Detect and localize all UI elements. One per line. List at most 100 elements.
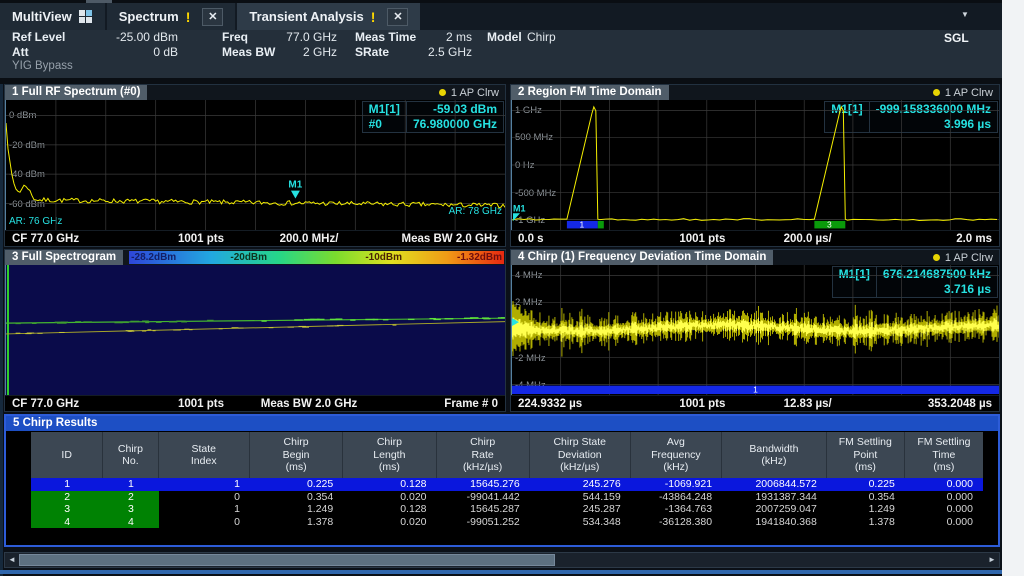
column-header[interactable]: Chirp State Deviation (kHz/µs) — [530, 432, 631, 478]
tab-transient-analysis[interactable]: Transient Analysis ! ✕ — [237, 3, 421, 30]
table-cell: 0.000 — [946, 490, 973, 503]
table-row[interactable]: 4 4 0 1.378 0.020 -99051.252 534.348 -36128.380… — [31, 515, 983, 528]
alert-icon: ! — [370, 8, 376, 25]
setting-value[interactable]: 0 dB — [153, 45, 178, 59]
table-cell: -1069.921 — [630, 478, 723, 491]
settings-row-1: Ref Level -25.00 dBm Freq 77.0 GHz Meas Time… — [0, 30, 1002, 45]
setting-label[interactable]: Meas BW — [222, 45, 276, 59]
setting-label[interactable]: Att — [12, 45, 29, 59]
scroll-left-arrow-icon[interactable]: ◄ — [8, 555, 16, 564]
table-row[interactable]: 2 2 0 0.354 0.020 -99041.442 544.159 -43864.248… — [31, 490, 983, 503]
scrollbar-thumb[interactable] — [19, 554, 555, 566]
tab-overflow-dropdown[interactable]: ▼ — [961, 10, 969, 19]
footer-item: 1001 pts — [679, 232, 726, 245]
plot-footer: CF 77.0 GHz 1001 pts 200.0 MHz/Meas BW 2.0… — [5, 230, 505, 246]
window-chirp-results[interactable]: 5 Chirp Results ID Chirp No. State Index Chir… — [4, 414, 1000, 547]
close-tab-button[interactable]: ✕ — [387, 7, 409, 26]
table-cell: 1.378 — [306, 515, 334, 528]
marker-readout-label — [833, 282, 877, 297]
window-region-fm-time-domain[interactable]: 2 Region FM Time Domain 1 AP Clrw M1[1] -… — [510, 84, 1000, 247]
bottom-border — [0, 570, 1002, 574]
tab-spectrum[interactable]: Spectrum ! ✕ — [106, 3, 236, 30]
window-title-bar: 1 Full RF Spectrum (#0) 1 AP Clrw — [5, 85, 505, 100]
table-cell: 1.249 — [306, 503, 334, 515]
scroll-right-arrow-icon[interactable]: ► — [988, 555, 996, 564]
svg-text:M1: M1 — [513, 203, 526, 213]
window-title-bar: 3 Full Spectrogram -28.2dBm -20dBm -10dBm -… — [5, 250, 505, 265]
setting-label[interactable]: Freq — [222, 30, 249, 44]
window-chirp-frequency-deviation[interactable]: 4 Chirp (1) Frequency Deviation Time Dom… — [510, 249, 1000, 412]
table-cell: 245.276 — [529, 478, 631, 491]
column-header[interactable]: Chirp Begin (ms) — [250, 432, 344, 478]
footer-item: 12.83 µs/ — [783, 397, 832, 410]
setting-label[interactable]: SRate — [355, 45, 390, 59]
table-cell: 0.225 — [826, 478, 905, 491]
table-cell: 0.354 — [868, 490, 895, 503]
table-cell: 0.128 — [343, 478, 437, 491]
footer-item: 0.0 s — [518, 232, 544, 245]
color-scale-label: -20dBm — [230, 252, 268, 263]
table-cell: 0.225 — [249, 478, 344, 491]
table-row[interactable]: 1 1 1 0.225 0.128 15645.276 245.276 -1069.921 20… — [31, 478, 983, 491]
spectrogram-plot[interactable]: M1 M1[1]-59.03 dBm#076.9800 GHz — [5, 265, 505, 395]
setting-label[interactable]: Meas Time — [355, 30, 417, 44]
rf-spectrum-plot[interactable]: M1[1] -59.03 dBm #0 76.980000 GHz AR: 76 GH… — [5, 100, 505, 230]
table-cell: 1.378 — [868, 515, 895, 528]
marker-readout-value: 3.996 µs — [944, 117, 991, 131]
column-header[interactable]: Chirp Rate (kHz/µs) — [437, 432, 530, 478]
table-cell: 4 — [31, 515, 104, 528]
footer-item: 1001 pts — [679, 397, 726, 410]
marker-readout: M1[1] 676.214687500 kHz 3.716 µs — [831, 266, 998, 298]
column-header[interactable]: FM Settling Time (ms) — [917, 436, 971, 474]
column-header[interactable]: Chirp Length (ms) — [343, 432, 437, 478]
footer-item: 200.0 MHz/ — [279, 232, 339, 245]
marker-readout-label: #0 — [363, 117, 407, 132]
table-row[interactable]: 3 3 1 1.249 0.128 15645.287 245.287 -1364.763 20… — [31, 503, 983, 516]
window-full-rf-spectrum[interactable]: 1 Full RF Spectrum (#0) 1 AP Clrw M1[1] -… — [4, 84, 506, 247]
window-full-spectrogram[interactable]: 3 Full Spectrogram -28.2dBm -20dBm -10dBm -… — [4, 249, 506, 412]
tab-label: MultiView — [12, 9, 72, 24]
table-cell: 2 — [103, 490, 159, 503]
setting-label[interactable]: Ref Level — [12, 30, 66, 44]
table-cell: 2007259.047 — [755, 503, 817, 515]
table-cell: 1 — [103, 478, 159, 491]
setting-value[interactable]: Chirp — [527, 30, 556, 44]
close-tab-button[interactable]: ✕ — [202, 7, 224, 26]
marker-readout-label: M1[1] — [363, 102, 407, 117]
tab-multiview[interactable]: MultiView — [0, 3, 105, 30]
marker-readout-label: M1[1] — [825, 102, 870, 117]
horizontal-scrollbar[interactable]: ◄ ► — [4, 552, 1000, 568]
column-header[interactable]: ID — [31, 432, 104, 478]
table-cell: 1931387.344 — [755, 490, 817, 503]
window-title: 2 Region FM Time Domain — [511, 85, 669, 100]
column-header[interactable]: State Index — [159, 432, 250, 478]
setting-value[interactable]: 2 GHz — [302, 45, 337, 59]
window-title: 4 Chirp (1) Frequency Deviation Time Dom… — [511, 250, 774, 265]
y-axis-label: -1 GHz — [515, 215, 546, 227]
fm-time-domain-plot[interactable]: M1[1] -999.158336000 MHz 3.996 µs 1 GHz 500… — [511, 100, 999, 230]
setting-label[interactable]: Model — [487, 30, 522, 44]
footer-item: 1001 pts — [177, 397, 225, 410]
left-border — [0, 0, 3, 576]
y-axis-label: 4 MHz — [515, 269, 543, 281]
table-cell: -43864.248 — [658, 490, 713, 503]
setting-value[interactable]: 77.0 GHz — [286, 30, 337, 44]
column-header[interactable]: FM Settling Point (ms) — [827, 432, 905, 478]
trace-color-dot-icon — [438, 89, 446, 96]
column-header[interactable]: Chirp No. — [103, 432, 159, 478]
table-cell: 2 — [31, 490, 104, 503]
table-cell: 0.000 — [904, 478, 983, 491]
tab-label: Transient Analysis — [249, 9, 364, 24]
marker-readout-label: M1[1] — [833, 267, 877, 282]
frequency-deviation-plot[interactable]: M1[1] 676.214687500 kHz 3.716 µs 4 MHz 2 MH… — [511, 265, 999, 395]
setting-value[interactable]: 2 ms — [445, 30, 472, 44]
setting-value[interactable]: 2.5 GHz — [427, 45, 472, 59]
single-sweep-badge: SGL — [944, 31, 969, 45]
setting-value[interactable]: -25.00 dBm — [115, 30, 178, 44]
analysis-region-left-label: AR: 76 GHz — [9, 216, 63, 227]
trace-color-dot-icon — [932, 254, 940, 261]
column-header[interactable]: Bandwidth (kHz) — [722, 432, 827, 478]
analysis-region-right-label: AR: 78 GHz — [448, 206, 502, 217]
column-header[interactable]: Avg Frequency (kHz) — [631, 432, 723, 478]
table-cell: -99051.252 — [466, 515, 520, 528]
